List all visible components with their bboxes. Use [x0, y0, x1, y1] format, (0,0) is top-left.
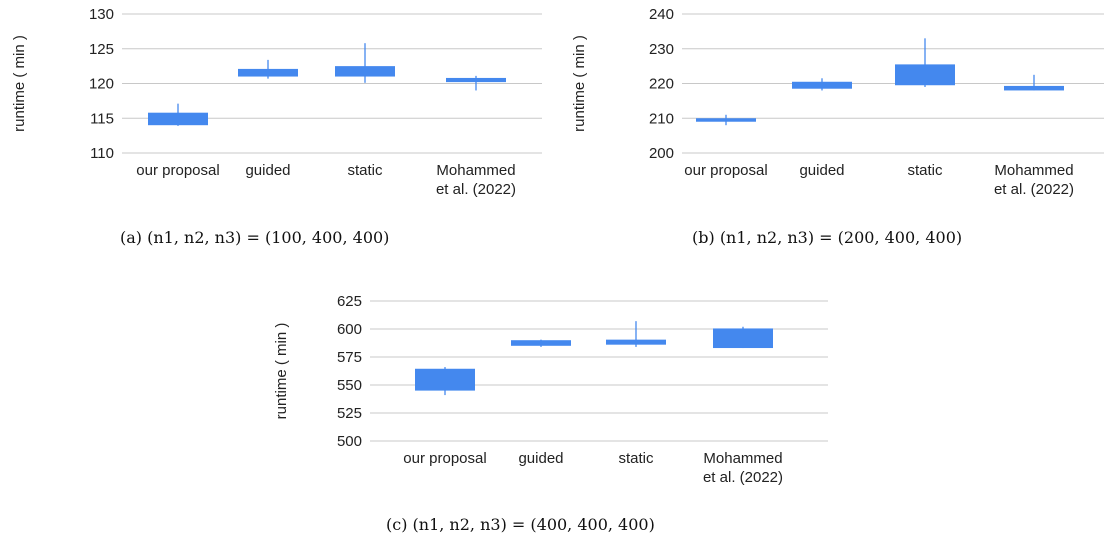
- box-c-1: [511, 340, 571, 346]
- y-tick-label-c-3: 575: [337, 349, 362, 366]
- category-label-line-a-3-1: et al. (2022): [436, 181, 516, 198]
- category-label-c-2: static: [618, 450, 654, 467]
- chart-caption-b: (b) (n1, n2, n3) = (200, 400, 400): [692, 228, 963, 247]
- chart-panel-b: 200 210 220 230 240 runtime ( min ) our propos…: [560, 0, 1106, 260]
- box-a-2: [335, 66, 395, 77]
- category-label-a-0: our proposal: [136, 162, 219, 179]
- y-tick-label-a-3: 125: [89, 41, 114, 58]
- category-label-line-b-3-1: et al. (2022): [994, 181, 1074, 198]
- category-label-b-1: guided: [799, 162, 844, 179]
- category-label-c-0: our proposal: [403, 450, 486, 467]
- category-label-line-c-2-0: static: [618, 450, 654, 467]
- chart-panel-c: 500 525 550 575 600 625 runtime ( min ) our pro…: [270, 285, 850, 515]
- box-b-1: [792, 81, 852, 89]
- box-c-3: [713, 328, 773, 349]
- category-label-line-c-3-1: et al. (2022): [703, 469, 783, 486]
- category-label-line-c-1-0: guided: [518, 450, 563, 467]
- chart-a: 110 115 120 125 130 runtime ( min ) our propos…: [11, 6, 542, 198]
- category-label-c-3: Mohammed et al. (2022): [703, 450, 783, 486]
- y-tick-label-a-1: 115: [90, 110, 114, 127]
- box-a-0: [148, 112, 208, 126]
- chart-b: 200 210 220 230 240 runtime ( min ) our propos…: [571, 6, 1104, 198]
- box-c-2: [606, 339, 666, 345]
- y-tick-label-c-2: 550: [337, 377, 362, 394]
- box-a-1: [238, 68, 298, 77]
- category-label-line-b-3-0: Mohammed: [994, 162, 1073, 179]
- category-label-a-1: guided: [245, 162, 290, 179]
- category-label-line-c-3-0: Mohammed: [703, 450, 782, 467]
- y-tick-label-c-1: 525: [337, 405, 362, 422]
- chart-c: 500 525 550 575 600 625 runtime ( min ) our pro…: [273, 293, 828, 486]
- chart-caption-c: (c) (n1, n2, n3) = (400, 400, 400): [386, 515, 655, 534]
- y-tick-label-a-2: 120: [89, 76, 114, 93]
- category-label-line-b-2-0: static: [907, 162, 943, 179]
- y-tick-label-b-2: 220: [649, 76, 674, 93]
- category-label-c-1: guided: [518, 450, 563, 467]
- chart-caption-a: (a) (n1, n2, n3) = (100, 400, 400): [120, 228, 390, 247]
- category-label-a-3: Mohammed et al. (2022): [436, 162, 516, 198]
- y-tick-label-c-5: 625: [337, 293, 362, 310]
- category-label-b-3: Mohammed et al. (2022): [994, 162, 1074, 198]
- category-label-line-a-3-0: Mohammed: [436, 162, 515, 179]
- y-tick-label-c-4: 600: [337, 321, 362, 338]
- y-tick-label-a-4: 130: [89, 6, 114, 23]
- category-label-line-a-0-0: our proposal: [136, 162, 219, 179]
- chart-panel-a: 110 115 120 125 130 runtime ( min ) our propos…: [0, 0, 560, 260]
- box-c-0: [415, 368, 475, 391]
- category-label-b-2: static: [907, 162, 943, 179]
- y-axis-label-b: runtime ( min ): [571, 35, 588, 132]
- category-label-line-c-0-0: our proposal: [403, 450, 486, 467]
- y-tick-label-b-0: 200: [649, 145, 674, 162]
- y-tick-label-b-4: 240: [649, 6, 674, 23]
- category-label-line-b-0-0: our proposal: [684, 162, 767, 179]
- category-label-a-2: static: [347, 162, 383, 179]
- y-tick-label-a-0: 110: [90, 145, 114, 162]
- category-label-line-b-1-0: guided: [799, 162, 844, 179]
- y-axis-label-c: runtime ( min ): [273, 323, 290, 420]
- category-label-line-a-2-0: static: [347, 162, 383, 179]
- category-label-line-a-1-0: guided: [245, 162, 290, 179]
- y-tick-label-b-3: 230: [649, 41, 674, 58]
- y-axis-label-a: runtime ( min ): [11, 35, 28, 132]
- box-b-3: [1004, 85, 1064, 91]
- box-a-3: [446, 77, 506, 83]
- y-tick-label-b-1: 210: [649, 110, 674, 127]
- category-label-b-0: our proposal: [684, 162, 767, 179]
- box-b-0: [696, 118, 756, 122]
- box-b-2: [895, 64, 955, 86]
- y-tick-label-c-0: 500: [337, 433, 362, 450]
